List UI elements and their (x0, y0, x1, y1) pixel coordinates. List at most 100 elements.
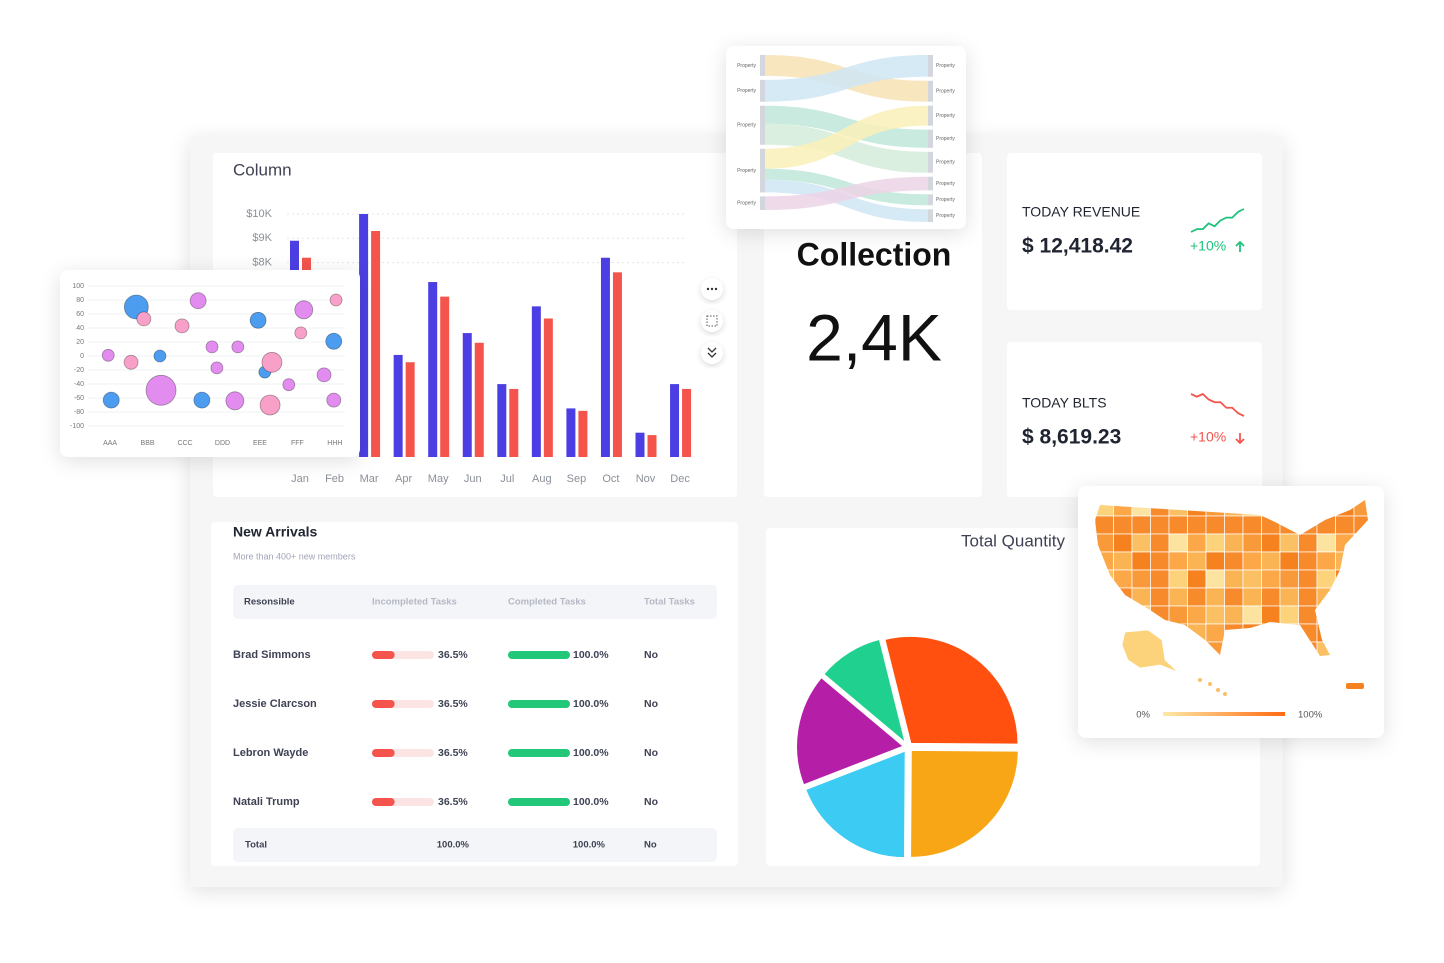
state (1298, 569, 1318, 589)
y-tick-label: -60 (74, 395, 84, 402)
state (1168, 533, 1188, 553)
node-label: Property (936, 136, 955, 142)
state (1298, 551, 1318, 571)
progress-bar (508, 651, 570, 659)
kpi-value: $ 8,619.23 (1022, 426, 1121, 449)
sankey-node (928, 209, 933, 222)
bubble (193, 391, 211, 409)
x-tick-label: Mar (360, 473, 379, 485)
x-tick-label: BBB (141, 440, 155, 447)
state (1113, 515, 1133, 535)
state (1224, 551, 1244, 571)
state (1298, 533, 1318, 553)
sankey-node (760, 55, 765, 76)
row-total: No (644, 796, 658, 808)
state (1242, 569, 1262, 589)
progress-label: 36.5% (438, 649, 468, 661)
base: Column $8K $9K $10K Jan Feb Mar Apr May Jun Jul Aug… (190, 137, 1283, 887)
pie-slice (883, 634, 1020, 746)
x-tick-label: Jul (500, 473, 514, 485)
x-tick-label: FFF (291, 440, 304, 447)
state (1261, 533, 1281, 553)
progress-bar (372, 798, 395, 806)
state (1168, 587, 1188, 607)
state (1168, 605, 1188, 625)
sankey-link (765, 105, 928, 148)
kpi-card (1007, 342, 1262, 497)
progress-bar (372, 700, 395, 708)
bubble (282, 378, 296, 392)
sankey-link (765, 179, 928, 222)
x-tick-label: Nov (636, 473, 656, 485)
x-tick-label: Jun (464, 473, 482, 485)
state (1150, 533, 1170, 553)
sankey-link (765, 55, 928, 102)
x-tick-label: Apr (395, 473, 412, 485)
bubble (174, 318, 190, 334)
node-label: Property (737, 168, 756, 174)
bubble (316, 367, 332, 383)
progress-bar (508, 798, 570, 806)
node-label: Property (936, 213, 955, 219)
progress-bar (372, 651, 395, 659)
state (1205, 533, 1225, 553)
icon-dot (710, 287, 714, 291)
state (1187, 605, 1207, 625)
table-title: New Arrivals (233, 524, 318, 540)
state (1113, 533, 1133, 553)
collection-title: Collection (797, 236, 952, 272)
progress-label: 100.0% (573, 698, 609, 710)
progress-label: 100.0% (573, 747, 609, 759)
bar (600, 257, 610, 457)
footer-cell: No (644, 840, 657, 851)
sankey-node (760, 148, 765, 193)
sankey-node (760, 196, 765, 210)
state (1316, 533, 1336, 553)
toolbar-button[interactable] (701, 310, 723, 332)
bubble (102, 391, 120, 409)
state (1168, 551, 1188, 571)
state (1242, 533, 1262, 553)
bar (440, 296, 450, 457)
state (1187, 587, 1207, 607)
state (1242, 515, 1262, 535)
bubble (205, 340, 219, 354)
pie-slice (804, 749, 907, 860)
state (1131, 551, 1151, 571)
y-tick-label: 20 (76, 339, 84, 346)
x-tick-label: CCC (177, 440, 192, 447)
pie-slice (795, 675, 906, 787)
bar (635, 432, 645, 457)
state (1150, 587, 1170, 607)
toolbar-button[interactable] (701, 342, 723, 364)
bar (371, 231, 381, 457)
footer-cell: 100.0% (573, 840, 606, 851)
node-label: Property (936, 63, 955, 69)
pie-slice (822, 637, 907, 745)
state (1224, 587, 1244, 607)
state (1150, 515, 1170, 535)
state (1242, 587, 1262, 607)
y-tick-label: 40 (76, 325, 84, 332)
bar (428, 282, 438, 457)
state (1279, 551, 1299, 571)
state (1261, 605, 1281, 625)
state (1095, 515, 1114, 535)
state (1131, 569, 1151, 589)
state (1335, 515, 1355, 535)
progress-label: 100.0% (573, 796, 609, 808)
floating: Property Property Property Property Property… (60, 46, 1384, 738)
colorbar-label: 0% (1136, 710, 1150, 721)
bar (612, 272, 622, 457)
x-tick-label: Dec (670, 473, 690, 485)
kpi-label: TODAY REVENUE (1022, 204, 1140, 220)
node-label: Property (936, 197, 955, 203)
sankey-node (928, 105, 933, 126)
state (1150, 551, 1170, 571)
y-tick-label: 80 (76, 297, 84, 304)
x-tick-label: AAA (103, 440, 117, 447)
sankey-link (765, 123, 928, 173)
node-label: Property (737, 88, 756, 94)
y-tick-label: $10K (246, 208, 272, 220)
